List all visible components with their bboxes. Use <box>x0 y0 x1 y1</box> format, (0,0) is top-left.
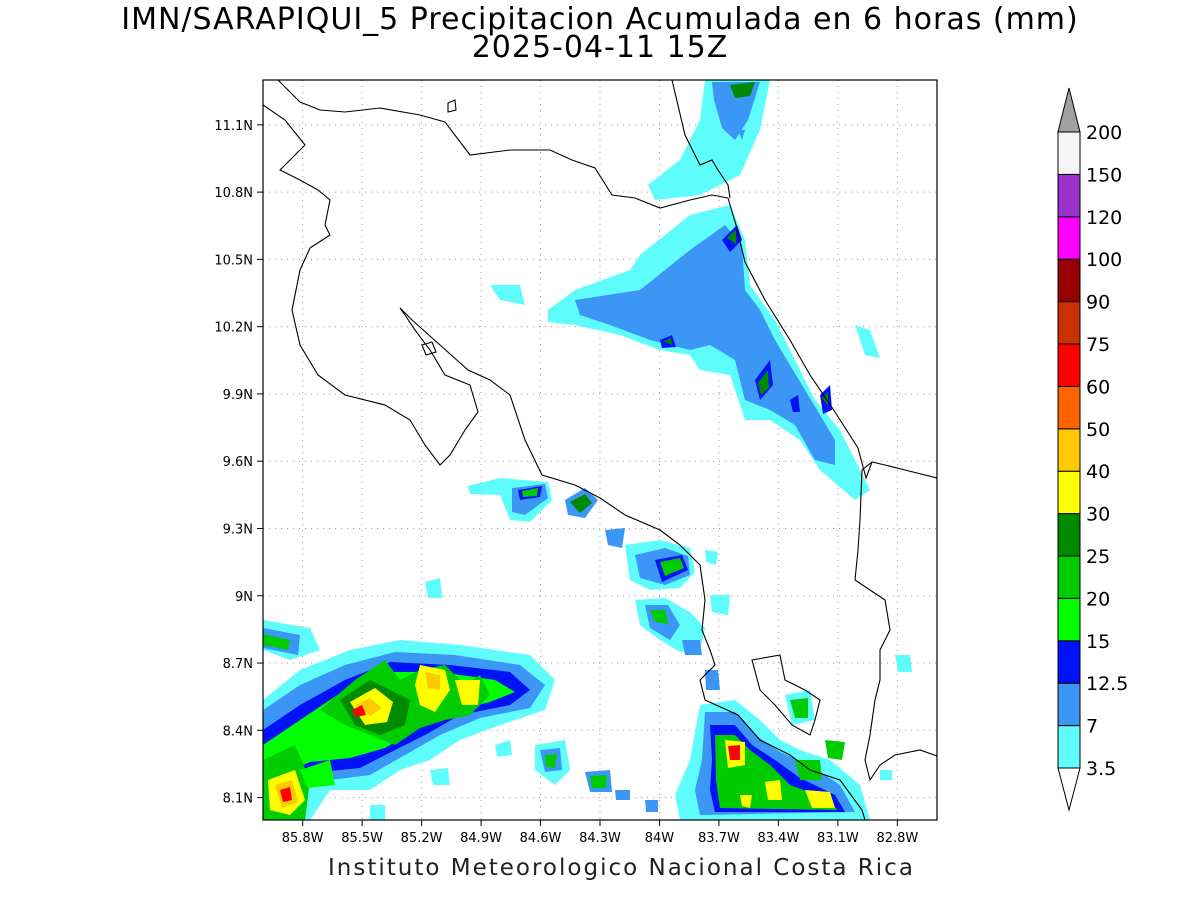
lat-tick-label: 10.5N <box>214 253 253 268</box>
coastlines <box>263 80 937 820</box>
colorbar-swatch <box>1057 597 1081 642</box>
colorbar-label: 200 <box>1086 122 1122 144</box>
lat-tick-label: 9N <box>235 590 253 605</box>
colorbar-label: 12.5 <box>1086 673 1128 695</box>
colorbar-label: 40 <box>1086 461 1110 483</box>
colorbar-label: 3.5 <box>1086 758 1116 780</box>
colorbar-upper-triangle <box>1057 87 1081 133</box>
nicaragua-costa-rica-border <box>277 80 729 209</box>
lake-islet <box>447 99 457 113</box>
colorbar-swatch <box>1057 343 1081 387</box>
lon-tick-label: 83.1W <box>817 831 859 846</box>
colorbar-swatch <box>1057 216 1081 260</box>
nicaragua-caribbean-coast <box>671 80 731 199</box>
lon-tick-label: 84W <box>645 831 675 846</box>
colorbar-swatch <box>1057 428 1081 472</box>
lon-tick-label: 82.8W <box>876 831 918 846</box>
colorbar-lower-triangle <box>1057 767 1081 812</box>
latitude-axis: 8.1N 8.4N 8.7N 9N 9.3N 9.6N 9.9N 10.2N 10.5N 10.8… <box>214 119 263 807</box>
colorbar-label: 90 <box>1086 292 1110 314</box>
map-subtitle-date: 2025-04-11 15Z <box>471 30 729 65</box>
lon-tick-label: 85.2W <box>401 831 443 846</box>
map-title: IMN/SARAPIQUI_5 Precipitacion Acumulada … <box>121 2 1079 37</box>
lon-tick-label: 85.5W <box>341 831 383 846</box>
colorbar-label: 7 <box>1086 716 1098 738</box>
precipitation-field <box>263 80 912 820</box>
colorbar-label: 50 <box>1086 419 1110 441</box>
lat-tick-label: 9.9N <box>223 388 253 403</box>
osa-peninsula <box>751 654 821 736</box>
colorbar-label: 15 <box>1086 631 1110 653</box>
colorbar-label: 25 <box>1086 546 1110 568</box>
colorbar-swatch <box>1057 725 1081 769</box>
precip-cell-caribbean-north <box>648 80 770 200</box>
colorbar-label: 20 <box>1086 588 1110 610</box>
lat-tick-label: 8.4N <box>223 724 253 739</box>
nicoya-island <box>421 341 437 356</box>
colorbar-label: 100 <box>1086 249 1122 271</box>
colorbar: 3.5 7 12.5 15 20 25 30 40 50 60 75 90 100 120 150 200 <box>1057 87 1128 812</box>
colorbar-swatch <box>1057 640 1081 684</box>
lon-tick-label: 84.9W <box>460 831 502 846</box>
colorbar-swatch <box>1057 470 1081 515</box>
colorbar-swatch <box>1057 258 1081 303</box>
costa-rica-caribbean-coast <box>727 197 937 480</box>
lat-tick-label: 8.1N <box>223 792 253 807</box>
colorbar-label: 60 <box>1086 376 1110 398</box>
longitude-axis: 85.8W 85.5W 85.2W 84.9W 84.6W 84.3W 84W 83.7W 83… <box>282 820 918 846</box>
colorbar-label: 30 <box>1086 504 1110 526</box>
pacific-coast-guanacaste <box>263 104 866 820</box>
colorbar-swatch <box>1057 682 1081 727</box>
colorbar-swatch <box>1057 513 1081 557</box>
precip-cell-pacific-central <box>425 285 912 672</box>
colorbar-swatch <box>1057 555 1081 599</box>
lon-tick-label: 84.3W <box>579 831 621 846</box>
colorbar-label: 120 <box>1086 207 1122 229</box>
lat-tick-label: 9.6N <box>223 455 253 470</box>
colorbar-label: 150 <box>1086 164 1122 186</box>
lat-tick-label: 8.7N <box>223 657 253 672</box>
precip-cell-southeast-cluster <box>645 670 892 820</box>
colorbar-swatch <box>1057 385 1081 430</box>
lon-tick-label: 84.6W <box>520 831 562 846</box>
lon-tick-label: 83.7W <box>698 831 740 846</box>
colorbar-swatch <box>1057 301 1081 345</box>
lon-tick-label: 85.8W <box>282 831 324 846</box>
colorbar-swatch <box>1057 173 1081 218</box>
colorbar-label: 75 <box>1086 334 1110 356</box>
precip-cell-caribbean-band <box>548 205 870 500</box>
lat-tick-label: 10.2N <box>214 321 253 336</box>
lat-tick-label: 9.3N <box>223 522 253 537</box>
colorbar-swatch <box>1057 131 1081 175</box>
panama-border <box>854 461 937 782</box>
lon-tick-label: 83.4W <box>758 831 800 846</box>
lat-tick-label: 10.8N <box>214 186 253 201</box>
lat-tick-label: 11.1N <box>214 119 253 134</box>
footer-credit: Instituto Meteorologico Nacional Costa R… <box>328 855 915 881</box>
precip-cell-southwest-cluster <box>263 620 630 820</box>
